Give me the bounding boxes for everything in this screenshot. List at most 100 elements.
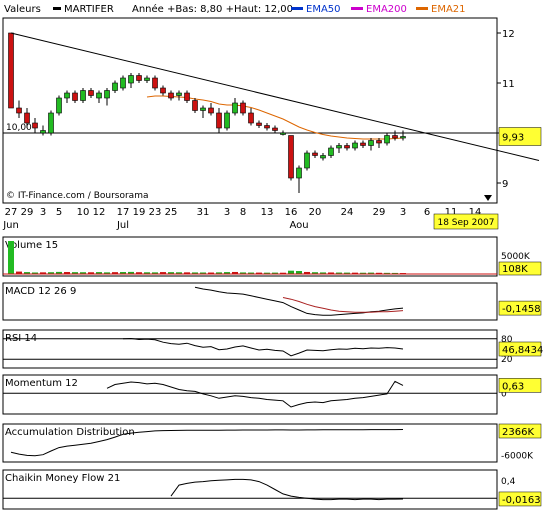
volume-bar (336, 272, 342, 274)
x-tick-label: 23 (149, 207, 162, 218)
volume-bar (360, 272, 366, 274)
volume-bar (128, 271, 134, 274)
volume-bar (24, 272, 30, 274)
x-tick-label: 27 (5, 207, 18, 218)
x-tick-label: 8 (240, 207, 246, 218)
price-ytick-label: 11 (502, 79, 515, 90)
chaikin_money_flow-tick-label: 0,4 (501, 477, 516, 487)
month-label: Jun (2, 220, 19, 231)
rsi-rsi-line (122, 337, 404, 357)
volume-bar (112, 272, 118, 274)
watermark: © IT-Finance.com / Boursorama (6, 191, 148, 201)
volume-bar (320, 272, 326, 274)
accumulation_distribution-tick-label: -6000K (501, 451, 534, 461)
x-tick-label: 5 (56, 207, 62, 218)
chaikin_money_flow-last-label: -0,0163 (502, 495, 541, 506)
date-badge-label: 18 Sep 2007 (437, 218, 494, 228)
candle-body (272, 127, 278, 131)
candle-body (320, 155, 326, 159)
x-tick-label: 19 (133, 207, 146, 218)
chaikin_money_flow-last-box (498, 491, 542, 507)
candle-body (208, 107, 214, 114)
accumulation_distribution-last-label: 2366K (502, 427, 534, 438)
candle-body (392, 135, 398, 139)
candle-body (160, 87, 166, 94)
volume-bar (248, 272, 254, 274)
month-label: Jul (116, 220, 129, 231)
candle-body (328, 147, 334, 156)
volume-bar (312, 272, 318, 274)
last-price-box (498, 127, 542, 146)
candle-body (352, 142, 358, 149)
candle-body (280, 132, 286, 135)
rsi-tick-label: 80 (501, 335, 513, 345)
momentum-panel (2, 374, 498, 415)
x-tick-label: 16 (285, 207, 298, 218)
candle-body (112, 82, 118, 91)
candle-body (192, 100, 198, 111)
candle-body (248, 112, 254, 124)
momentum-tick-label: 0 (501, 389, 507, 399)
candle-body (304, 152, 310, 169)
price-ytick-label: 9 (502, 179, 508, 190)
x-tick-label: 3 (400, 207, 406, 218)
x-tick-label: 29 (373, 207, 386, 218)
ticker-label: MARTIFER (64, 4, 114, 15)
candle-body (152, 77, 158, 89)
volume-bar (200, 272, 206, 274)
x-tick-label: 25 (165, 207, 178, 218)
volume-bar (384, 272, 390, 274)
candle-body (360, 142, 366, 146)
volume-bar (80, 272, 86, 274)
legend-swatch-ema200 (351, 7, 363, 10)
candle-body (120, 77, 126, 89)
legend-label-ema21: EMA21 (431, 4, 466, 15)
ticker-swatch (53, 7, 61, 10)
candle-body (232, 102, 238, 114)
candle-body (184, 92, 190, 101)
candle-body (176, 92, 182, 96)
x-tick-label: 14 (469, 207, 482, 218)
scroll-down-icon[interactable] (484, 195, 492, 201)
volume-bar (376, 272, 382, 274)
candle-body (224, 112, 230, 129)
candle-body (88, 90, 94, 96)
trendline (10, 32, 540, 161)
date-badge (433, 213, 499, 230)
candle-body (128, 75, 134, 84)
legend-swatch-ema50 (291, 7, 303, 10)
volume-bar (288, 270, 294, 274)
volume-panel (2, 236, 498, 277)
volume-bar (256, 272, 262, 274)
chaikin_money_flow-title: Chaikin Money Flow 21 (5, 473, 120, 484)
volume-bar (72, 272, 78, 274)
volume-bar (232, 271, 238, 274)
x-tick-label: 10 (77, 207, 90, 218)
price-panel (2, 17, 498, 204)
chaikin_money_flow-chaikin_money_flow-line (170, 478, 404, 501)
volume-bar (280, 272, 286, 274)
volume-bar (176, 272, 182, 274)
volume-bar (240, 272, 246, 274)
volume-bar (120, 272, 126, 274)
volume-bar (392, 272, 398, 274)
volume-title: Volume 15 (5, 240, 58, 251)
momentum-last-label: 0,63 (502, 381, 524, 392)
candle-body (144, 77, 150, 81)
volume-bar (184, 272, 190, 274)
candle-body (80, 90, 86, 101)
accumulation_distribution-title: Accumulation Distribution (5, 427, 135, 438)
year-range-label: Année +Bas: 8,80 +Haut: 12,00 (132, 3, 293, 15)
candle-body (56, 97, 62, 114)
volume-bar (136, 272, 142, 274)
candle-body (376, 140, 382, 144)
candle-body (16, 107, 22, 114)
candle-body (8, 32, 14, 109)
header-bar (0, 0, 544, 17)
month-label: Aou (289, 220, 308, 231)
x-tick-label: 24 (341, 207, 354, 218)
x-tick-label: 31 (197, 207, 210, 218)
candle-body (64, 92, 70, 99)
volume-bar (160, 272, 166, 274)
candle-body (368, 140, 374, 146)
